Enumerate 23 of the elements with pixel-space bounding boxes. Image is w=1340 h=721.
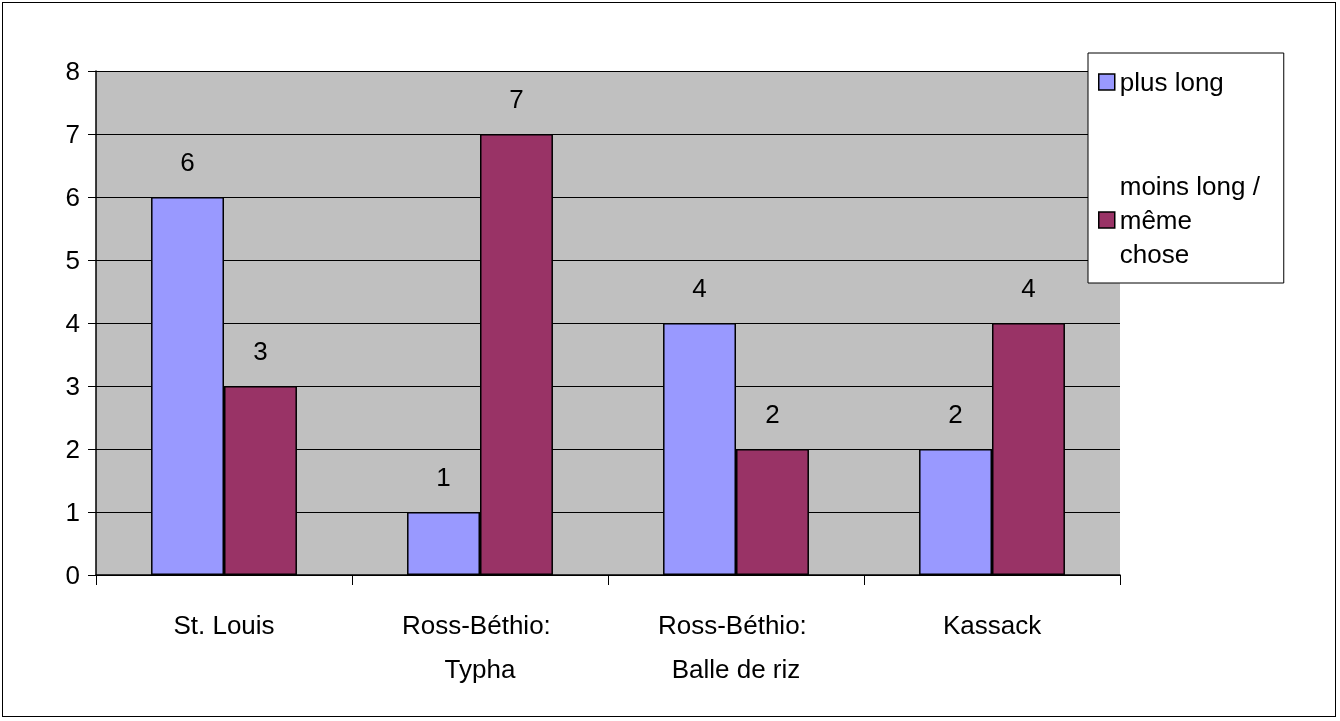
y-tick-label: 4 [65, 308, 80, 338]
x-tick-label: Kassack [942, 610, 1043, 640]
data-label: 4 [692, 273, 707, 303]
legend-label: moins long /même chose [1119, 171, 1261, 269]
data-label: 6 [180, 147, 195, 177]
y-tick-label: 5 [65, 245, 80, 275]
data-label: 4 [1021, 273, 1036, 303]
x-tick-label: St. Louis [173, 610, 275, 640]
data-label: 3 [253, 336, 268, 366]
y-tick-label: 2 [65, 434, 80, 464]
y-tick-label: 8 [65, 56, 80, 86]
data-label: 2 [765, 399, 780, 429]
legend-label: plus long [1119, 67, 1224, 97]
data-label: 1 [436, 462, 451, 492]
y-tick-label: 3 [65, 371, 80, 401]
x-tick-label: Ross-Béthio: Balle de riz [657, 610, 815, 684]
y-tick-label: 0 [65, 560, 80, 590]
y-tick-label: 7 [65, 119, 80, 149]
y-tick-label: 1 [65, 497, 80, 527]
x-tick-label: Ross-Béthio: Typha [401, 610, 559, 684]
data-label: 2 [948, 399, 963, 429]
data-label: 7 [509, 84, 524, 114]
y-tick-label: 6 [65, 182, 80, 212]
